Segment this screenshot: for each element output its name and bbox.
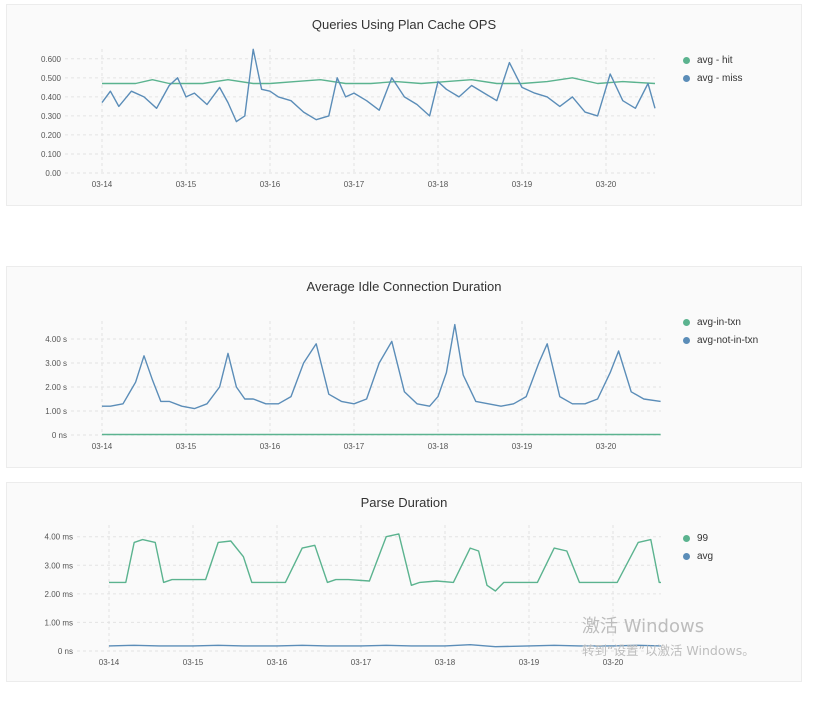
legend-dot-icon <box>683 318 690 326</box>
series-line <box>102 77 656 85</box>
chart-svg: 0.600 0.500 0.400 0.300 0.200 0.100 0.00 03-14 0… <box>41 48 656 189</box>
x-tick-label: 03-15 <box>176 180 197 189</box>
watermark-title: 激活 Windows <box>582 616 705 637</box>
legend-dot-icon <box>683 534 690 542</box>
x-tick-label: 03-20 <box>596 442 617 451</box>
y-tick-label: 0.600 <box>41 55 62 64</box>
x-tick-label: 03-18 <box>428 442 449 451</box>
y-tick-label: 2.00 ms <box>45 590 73 599</box>
y-tick-label: 0.300 <box>41 112 62 121</box>
chart-title: Queries Using Plan Cache OPS <box>311 17 497 32</box>
legend-dot-icon <box>683 552 690 560</box>
y-tick-label: 0.500 <box>41 74 62 83</box>
series-line <box>101 48 656 123</box>
x-tick-label: 03-18 <box>435 658 456 667</box>
legend-item[interactable]: avg <box>683 547 713 565</box>
y-tick-label: 0.400 <box>41 93 62 102</box>
x-tick-label: 03-20 <box>603 658 624 667</box>
x-tick-label: 03-20 <box>596 180 617 189</box>
watermark-subtitle: 转到“设置”以激活 Windows。 <box>582 643 755 658</box>
legend-label: 99 <box>697 532 709 544</box>
series-line <box>109 533 661 592</box>
chart-panel-parse-duration: Parse Duration 4.00 ms 3.00 ms 2.00 ms 1.00… <box>6 482 802 682</box>
chart-panel-idle-connection: Average Idle Connection Duration 4.00 s 3… <box>6 266 802 468</box>
y-tick-label: 0 ns <box>52 431 67 440</box>
x-tick-label: 03-14 <box>92 442 113 451</box>
y-tick-label: 4.00 s <box>45 335 67 344</box>
chart-panel-plan-cache: Queries Using Plan Cache OPS 0.600 0.500 0… <box>6 4 802 206</box>
y-tick-label: 1.00 ms <box>45 618 73 627</box>
legend-item[interactable]: avg-in-txn <box>683 313 758 331</box>
x-tick-label: 03-17 <box>351 658 372 667</box>
y-tick-label: 0.00 <box>45 169 61 178</box>
x-tick-label: 03-15 <box>176 442 197 451</box>
legend-dot-icon <box>683 56 690 64</box>
chart-legend: avg - hit avg - miss <box>683 51 743 87</box>
legend-dot-icon <box>683 336 690 344</box>
x-tick-label: 03-19 <box>512 442 533 451</box>
chart-legend: 99 avg <box>683 529 713 565</box>
y-tick-label: 2.00 s <box>45 383 67 392</box>
x-tick-label: 03-16 <box>260 442 281 451</box>
chart-title: Average Idle Connection Duration <box>306 279 502 294</box>
x-tick-label: 03-18 <box>428 180 449 189</box>
chart-svg: 4.00 s 3.00 s 2.00 s 1.00 s 0 ns 03-14 03-15 03… <box>45 321 661 451</box>
y-tick-label: 1.00 s <box>45 407 67 416</box>
x-tick-label: 03-15 <box>183 658 204 667</box>
y-tick-label: 3.00 ms <box>45 561 73 570</box>
legend-item[interactable]: 99 <box>683 529 713 547</box>
x-tick-label: 03-16 <box>267 658 288 667</box>
series-line <box>102 323 661 410</box>
y-tick-label: 0.100 <box>41 150 62 159</box>
y-tick-label: 0.200 <box>41 131 62 140</box>
x-tick-label: 03-19 <box>519 658 540 667</box>
x-tick-label: 03-14 <box>99 658 120 667</box>
series-line <box>108 643 662 648</box>
x-tick-label: 03-19 <box>512 180 533 189</box>
y-tick-label: 4.00 ms <box>45 533 73 542</box>
legend-dot-icon <box>683 74 690 82</box>
chart-legend: avg-in-txn avg-not-in-txn <box>683 313 758 349</box>
chart-title: Parse Duration <box>360 495 448 510</box>
legend-label: avg-not-in-txn <box>697 334 759 346</box>
legend-item[interactable]: avg-not-in-txn <box>683 331 758 349</box>
y-tick-label: 3.00 s <box>45 359 67 368</box>
y-tick-label: 0 ns <box>58 647 73 656</box>
chart-svg: 4.00 ms 3.00 ms 2.00 ms 1.00 ms 0 ns 03-14 03-… <box>45 525 662 667</box>
legend-item[interactable]: avg - miss <box>683 69 743 87</box>
x-tick-label: 03-16 <box>260 180 281 189</box>
legend-label: avg-in-txn <box>697 316 741 328</box>
x-tick-label: 03-17 <box>344 180 365 189</box>
legend-label: avg <box>697 550 714 562</box>
x-tick-label: 03-17 <box>344 442 365 451</box>
legend-label: avg - hit <box>697 54 733 66</box>
legend-label: avg - miss <box>697 72 743 84</box>
legend-item[interactable]: avg - hit <box>683 51 743 69</box>
x-tick-label: 03-14 <box>92 180 113 189</box>
windows-activation-watermark: 激活 Windows 转到“设置”以激活 Windows。 <box>582 612 755 659</box>
